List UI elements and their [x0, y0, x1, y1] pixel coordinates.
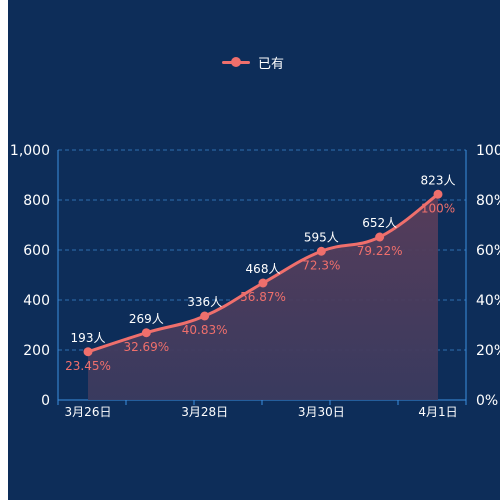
value-label: 269人: [129, 312, 164, 326]
y-left-tick-label: 600: [23, 243, 50, 259]
data-point: [200, 311, 210, 321]
value-label: 193人: [71, 331, 106, 345]
data-point: [83, 347, 93, 357]
value-label: 336人: [187, 295, 222, 309]
data-point: [375, 232, 385, 242]
x-tick-label: 4月1日: [418, 405, 457, 419]
data-point: [433, 189, 443, 199]
y-left-tick-label: 400: [23, 293, 50, 309]
legend-label: 已有: [258, 56, 285, 72]
percent-label: 32.69%: [123, 340, 169, 354]
legend-swatch-icon: [222, 52, 250, 72]
y-right-tick-label: 20%: [476, 343, 500, 359]
y-right-tick-label: 0%: [476, 393, 498, 409]
x-tick-label: 3月28日: [181, 405, 228, 419]
value-label: 652人: [362, 216, 397, 230]
percent-label: 40.83%: [182, 323, 228, 337]
chart-legend[interactable]: 已有: [222, 52, 284, 72]
y-left-tick-label: 0: [41, 393, 50, 409]
value-label: 823人: [421, 173, 456, 187]
y-left-tick-label: 1,000: [10, 143, 50, 159]
y-right-tick-label: 80%: [476, 193, 500, 209]
data-point: [316, 246, 326, 256]
percent-label: 56.87%: [240, 290, 286, 304]
data-point: [258, 278, 268, 288]
y-right-tick-label: 100%: [476, 143, 500, 159]
y-left-tick-label: 800: [23, 193, 50, 209]
x-tick-label: 3月26日: [65, 405, 112, 419]
percent-label: 100%: [421, 201, 455, 215]
percent-label: 23.45%: [65, 359, 111, 373]
percent-label: 72.3%: [302, 258, 340, 272]
value-label: 595人: [304, 230, 339, 244]
y-right-tick-label: 60%: [476, 243, 500, 259]
value-label: 468人: [246, 262, 281, 276]
data-point: [141, 328, 151, 338]
legend-swatch-dot: [231, 57, 241, 67]
y-right-tick-label: 40%: [476, 293, 500, 309]
percent-label: 79.22%: [357, 244, 403, 258]
y-left-tick-label: 200: [23, 343, 50, 359]
x-tick-label: 3月30日: [298, 405, 345, 419]
